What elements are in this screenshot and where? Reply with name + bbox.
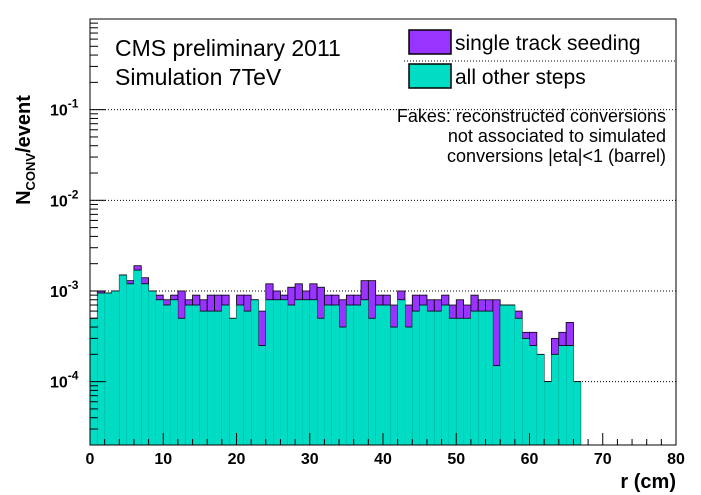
- bar-all-other-steps: [177, 318, 186, 445]
- bar-all-other-steps: [441, 305, 449, 445]
- legend-swatch-all-other-steps: [408, 63, 452, 89]
- bar-all-other-steps: [478, 311, 486, 445]
- legend-swatch-single-track-seeding: [408, 29, 452, 55]
- bar-all-other-steps: [346, 305, 354, 445]
- bar-all-other-steps: [448, 318, 457, 445]
- x-tick-label: 0: [86, 451, 95, 468]
- x-tick-label: 50: [447, 451, 465, 468]
- bar-all-other-steps: [119, 275, 127, 445]
- bar-all-other-steps: [185, 305, 193, 445]
- bar-all-other-steps: [104, 292, 112, 445]
- bar-all-other-steps: [148, 290, 156, 445]
- y-tick-label: 10-3: [50, 278, 79, 301]
- bar-all-other-steps: [236, 305, 244, 445]
- bar-all-other-steps: [287, 305, 296, 445]
- bar-all-other-steps: [324, 305, 332, 445]
- bar-all-other-steps: [368, 318, 376, 445]
- bar-all-other-steps: [111, 290, 120, 445]
- x-tick-label: 10: [154, 451, 172, 468]
- x-axis-ticks: 0 10 20 30 40 50 60 70 80: [86, 433, 685, 468]
- y-axis-label: NCONV/event: [13, 95, 38, 205]
- bar-all-other-steps: [375, 305, 383, 445]
- bar-all-other-steps: [339, 327, 347, 445]
- bar-all-other-steps: [155, 299, 164, 445]
- bar-all-other-steps: [258, 345, 266, 445]
- y-tick-label: 10-4: [50, 369, 79, 392]
- bar-all-other-steps: [500, 305, 508, 445]
- bar-all-other-steps: [163, 305, 171, 445]
- bar-all-other-steps: [522, 338, 530, 445]
- bar-all-other-steps: [514, 318, 523, 445]
- y-axis-label-sub: CONV: [23, 153, 38, 191]
- bar-all-other-steps: [566, 345, 574, 445]
- bar-all-other-steps: [251, 299, 259, 445]
- bar-all-other-steps: [207, 311, 215, 445]
- x-tick-label: 40: [374, 451, 392, 468]
- bar-all-other-steps: [280, 299, 288, 445]
- bar-all-other-steps: [97, 292, 105, 445]
- bar-all-other-steps: [331, 305, 340, 445]
- bar-all-other-steps: [126, 283, 134, 445]
- bar-all-other-steps: [463, 318, 471, 445]
- bar-all-other-steps: [192, 305, 200, 445]
- bar-all-other-steps: [141, 283, 149, 445]
- bar-all-other-steps: [558, 345, 567, 445]
- bar-all-other-steps: [317, 318, 325, 445]
- bar-all-other-steps: [507, 305, 515, 445]
- x-axis-label: r (cm): [620, 471, 676, 493]
- bar-all-other-steps: [412, 311, 420, 445]
- bar-all-other-steps: [397, 299, 405, 445]
- legend: single track seeding all other steps: [404, 29, 675, 89]
- bar-all-other-steps: [361, 299, 369, 445]
- bar-all-other-steps: [199, 311, 208, 445]
- bar-all-other-steps: [390, 327, 398, 445]
- title-line-1: CMS preliminary 2011: [115, 35, 341, 61]
- bar-all-other-steps: [353, 305, 362, 445]
- x-tick-label: 20: [228, 451, 246, 468]
- bar-all-other-steps: [551, 354, 559, 445]
- bar-all-other-steps: [544, 381, 552, 445]
- y-tick-label: 10-2: [50, 187, 79, 210]
- bar-all-other-steps: [133, 270, 142, 445]
- bar-all-other-steps: [295, 299, 303, 445]
- x-tick-label: 70: [594, 451, 612, 468]
- bar-all-other-steps: [265, 299, 274, 445]
- bar-all-other-steps: [221, 305, 230, 445]
- bar-all-other-steps: [404, 327, 413, 445]
- bar-all-other-steps: [492, 365, 501, 445]
- bar-all-other-steps: [529, 345, 537, 445]
- legend-label-single-track-seeding: single track seeding: [455, 32, 641, 55]
- bar-all-other-steps: [470, 311, 479, 445]
- y-axis-label-main: N: [13, 190, 35, 204]
- note-line-3: conversions |eta|<1 (barrel): [447, 146, 666, 166]
- note-line-1: Fakes: reconstructed conversions: [397, 106, 666, 126]
- note-line-2: not associated to simulated: [448, 126, 666, 146]
- bar-all-other-steps: [419, 305, 427, 445]
- y-axis-label-tail: /event: [13, 95, 35, 153]
- bar-all-other-steps: [243, 311, 252, 445]
- bar-all-other-steps: [573, 381, 581, 445]
- bar-all-other-steps: [485, 311, 493, 445]
- bar-all-other-steps: [170, 299, 178, 445]
- x-tick-label: 60: [521, 451, 539, 468]
- bar-all-other-steps: [434, 311, 442, 445]
- bar-all-other-steps: [426, 311, 435, 445]
- bar-all-other-steps: [273, 299, 281, 445]
- x-tick-label: 80: [667, 451, 685, 468]
- legend-label-all-other-steps: all other steps: [455, 66, 586, 89]
- x-tick-label: 30: [301, 451, 319, 468]
- bar-all-other-steps: [214, 311, 222, 445]
- bar-all-other-steps: [302, 299, 310, 445]
- bar-all-other-steps: [383, 305, 391, 445]
- bar-all-other-steps: [229, 318, 237, 445]
- bar-all-other-steps: [536, 354, 545, 445]
- y-axis-ticks: 10-4 10-3 10-2 10-1: [50, 22, 106, 446]
- bar-all-other-steps: [456, 318, 464, 445]
- bar-all-other-steps: [309, 299, 318, 445]
- title-line-2: Simulation 7TeV: [115, 64, 282, 90]
- y-tick-label: 10-1: [50, 97, 79, 120]
- all-other-steps-bars: [90, 269, 581, 445]
